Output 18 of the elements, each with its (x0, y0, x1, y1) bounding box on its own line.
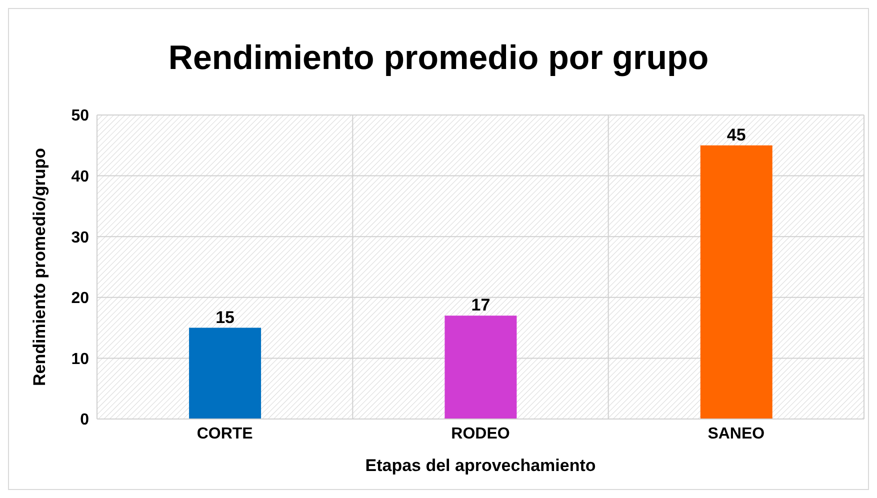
y-tick-label: 0 (80, 412, 90, 429)
bar (700, 145, 772, 419)
y-tick-label: 10 (71, 350, 90, 368)
y-tick-label: 40 (71, 168, 90, 186)
x-tick-label: CORTE (196, 425, 254, 442)
x-axis-title: Etapas del aprovechamiento (365, 456, 596, 475)
data-label: 17 (471, 296, 490, 315)
chart-title: Rendimiento promedio por grupo (167, 38, 710, 79)
data-label: 45 (726, 125, 746, 144)
x-tick-label: RODEO (451, 425, 510, 442)
y-tick-label: 30 (71, 229, 90, 246)
bar (444, 316, 517, 419)
data-label: 15 (216, 308, 234, 327)
y-axis-title: Rendimiento promedio/grupo (30, 148, 50, 386)
y-tick-label: 50 (71, 108, 90, 125)
bar (189, 328, 262, 419)
x-tick-label: SANEO (708, 425, 765, 442)
y-tick-label: 20 (71, 290, 90, 308)
